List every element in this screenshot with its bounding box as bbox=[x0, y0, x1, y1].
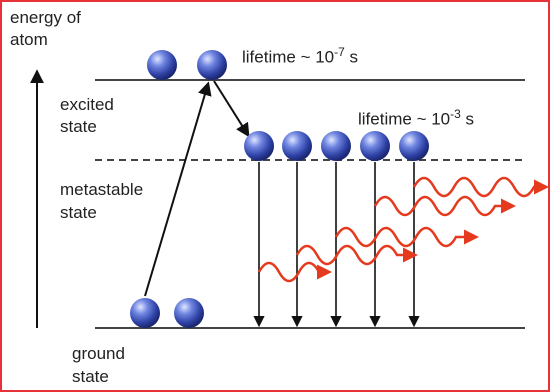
lifetime-metastable-exponent: -3 bbox=[450, 107, 461, 121]
atom-excited bbox=[147, 50, 177, 80]
metastable-state-label-line1: metastable bbox=[60, 180, 144, 199]
photon-wave bbox=[257, 261, 332, 283]
lifetime-metastable-unit: s bbox=[460, 109, 475, 129]
atom-metastable bbox=[282, 131, 312, 161]
photon-wave bbox=[295, 244, 418, 266]
atom-ground bbox=[174, 298, 204, 328]
lifetime-excited-unit: s bbox=[344, 47, 359, 67]
lifetime-excited-label: lifetime ~ 10-7 s bbox=[242, 42, 358, 68]
atom-metastable bbox=[321, 131, 351, 161]
atom-metastable bbox=[360, 131, 390, 161]
y-axis-label-line1: energy of bbox=[10, 8, 81, 27]
ground-state-label-line2: state bbox=[72, 367, 109, 386]
atom-excited bbox=[197, 50, 227, 80]
metastable-state-label-line2: state bbox=[60, 203, 97, 222]
photon-wave bbox=[373, 195, 516, 217]
lifetime-excited-exponent: -7 bbox=[334, 45, 345, 59]
excited-state-label-line1: excited bbox=[60, 95, 114, 114]
atom-ground bbox=[130, 298, 160, 328]
pump-arrow bbox=[144, 81, 212, 297]
y-axis-label-line2: atom bbox=[10, 30, 48, 49]
lifetime-metastable-prefix: lifetime ~ 10 bbox=[358, 109, 451, 129]
excited-state-label-line2: state bbox=[60, 117, 97, 136]
lifetime-excited-prefix: lifetime ~ 10 bbox=[242, 47, 335, 67]
ground-state-label-line1: ground bbox=[72, 344, 125, 363]
atom-metastable bbox=[244, 131, 274, 161]
atom-metastable bbox=[399, 131, 429, 161]
photon-wave bbox=[412, 176, 549, 198]
lifetime-metastable-label: lifetime ~ 10-3 s bbox=[358, 104, 474, 130]
photon-wave bbox=[334, 226, 479, 248]
decay-arrow bbox=[213, 80, 250, 138]
